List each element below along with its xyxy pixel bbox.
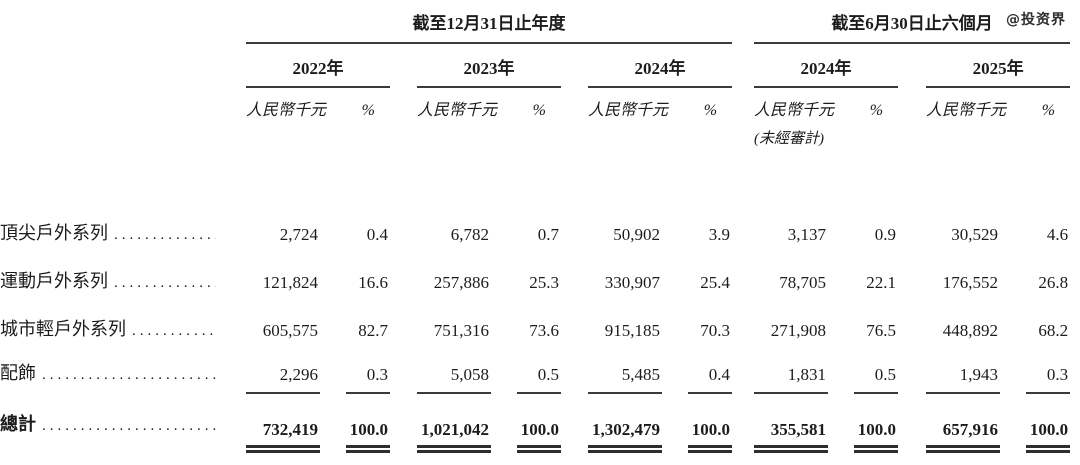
amount-cell: 50,902 (613, 225, 660, 244)
percent-cell: 0.3 (1026, 349, 1071, 394)
percent-cell: 0.3 (346, 349, 390, 394)
amount-unit-header: 人民幣千元 (417, 102, 498, 119)
amount-cell: 5,485 (588, 349, 662, 394)
amount-unit-header: 人民幣千元 (926, 102, 1007, 119)
total-amount-cell: 657,916 (926, 393, 1001, 453)
percent-cell: 0.7 (537, 225, 559, 244)
percent-header: % (1041, 102, 1056, 119)
percent-header: % (532, 102, 546, 119)
unit-header-row: 人民幣千元 % 人民幣千元 % 人民幣千元 % 人民幣千元 % 人民幣千元 % (0, 87, 1070, 123)
amount-cell: 1,943 (926, 349, 1001, 394)
year-header-2024-interim: 2024年 (754, 43, 899, 88)
total-percent-cell: 100.0 (688, 393, 733, 453)
amount-cell: 30,529 (951, 225, 999, 244)
table-row-urban-light-outdoor: 城市輕戶外系列 ................................… (0, 301, 1070, 349)
revenue-breakdown-table: 截至12月31日止年度 截至6月30日止六個月 2022年 2023年 2024… (0, 0, 1071, 453)
dot-leader: ........................................… (114, 227, 216, 243)
watermark-logo: @投资界 (1006, 12, 1066, 28)
total-percent-cell: 100.0 (517, 393, 561, 453)
amount-cell: 257,886 (433, 273, 489, 292)
amount-unit-header: 人民幣千元 (246, 102, 327, 119)
unaudited-note-row: (未經審計) (0, 123, 1070, 151)
total-label: 總計 (0, 414, 36, 434)
percent-cell: 4.6 (1046, 225, 1069, 244)
row-label: 配飾 (0, 363, 36, 383)
year-header-2024: 2024年 (588, 43, 733, 88)
percent-cell: 25.3 (529, 273, 559, 292)
percent-header: % (361, 102, 375, 119)
dot-leader: ........................................… (42, 418, 216, 434)
amount-cell: 915,185 (604, 321, 660, 340)
percent-cell: 73.6 (529, 321, 559, 340)
amount-cell: 78,705 (779, 273, 827, 292)
unaudited-note: (未經審計) (754, 131, 825, 147)
group-header-row: 截至12月31日止年度 截至6月30日止六個月 (0, 0, 1071, 44)
table-row-total: 總計 .....................................… (0, 393, 1071, 453)
dot-leader: ........................................… (114, 275, 216, 291)
amount-cell: 5,058 (417, 349, 491, 394)
total-percent-cell: 100.0 (1026, 393, 1071, 453)
total-amount-cell: 1,021,042 (417, 393, 491, 453)
percent-cell: 0.9 (874, 225, 897, 244)
percent-cell: 0.4 (688, 349, 733, 394)
total-amount-cell: 355,581 (754, 393, 829, 453)
percent-cell: 0.4 (366, 225, 388, 244)
amount-cell: 605,575 (262, 321, 318, 340)
total-amount-cell: 1,302,479 (588, 393, 662, 453)
percent-cell: 68.2 (1038, 321, 1069, 340)
percent-cell: 70.3 (700, 321, 731, 340)
amount-cell: 2,296 (246, 349, 320, 394)
year-header-2022: 2022年 (246, 43, 390, 88)
row-label: 頂尖戶外系列 (0, 223, 108, 243)
amount-cell: 6,782 (450, 225, 489, 244)
percent-header: % (703, 102, 718, 119)
year-header-row: 2022年 2023年 2024年 2024年 2025年 (0, 43, 1071, 88)
row-label: 城市輕戶外系列 (0, 319, 126, 339)
percent-cell: 0.5 (517, 349, 561, 394)
amount-cell: 121,824 (262, 273, 318, 292)
percent-header: % (869, 102, 884, 119)
amount-cell: 271,908 (770, 321, 827, 340)
dot-leader: ........................................… (132, 323, 216, 339)
amount-cell: 2,724 (279, 225, 318, 244)
group-title-annual: 截至12月31日止年度 (246, 0, 733, 44)
amount-cell: 1,831 (754, 349, 829, 394)
amount-cell: 330,907 (604, 273, 660, 292)
amount-unit-header: 人民幣千元 (754, 102, 835, 119)
table-row-top-outdoor: 頂尖戶外系列 .................................… (0, 205, 1070, 253)
percent-cell: 22.1 (866, 273, 897, 292)
amount-cell: 176,552 (942, 273, 999, 292)
total-amount-cell: 732,419 (246, 393, 320, 453)
year-header-2023: 2023年 (417, 43, 561, 88)
year-header-2025-interim: 2025年 (926, 43, 1071, 88)
amount-unit-header: 人民幣千元 (588, 102, 669, 119)
percent-cell: 76.5 (866, 321, 897, 340)
total-percent-cell: 100.0 (346, 393, 390, 453)
row-label: 運動戶外系列 (0, 271, 108, 291)
table-row-sports-outdoor: 運動戶外系列 .................................… (0, 253, 1070, 301)
amount-cell: 751,316 (433, 321, 489, 340)
percent-cell: 3.9 (708, 225, 731, 244)
table-row-accessories: 配飾 .....................................… (0, 349, 1071, 394)
dot-leader: ........................................… (42, 367, 216, 383)
percent-cell: 82.7 (358, 321, 388, 340)
amount-cell: 3,137 (787, 225, 827, 244)
percent-cell: 25.4 (700, 273, 731, 292)
total-percent-cell: 100.0 (854, 393, 899, 453)
percent-cell: 16.6 (358, 273, 388, 292)
amount-cell: 448,892 (942, 321, 999, 340)
group-title-six-months: 截至6月30日止六個月 (754, 0, 1071, 44)
percent-cell: 0.5 (854, 349, 899, 394)
percent-cell: 26.8 (1038, 273, 1069, 292)
